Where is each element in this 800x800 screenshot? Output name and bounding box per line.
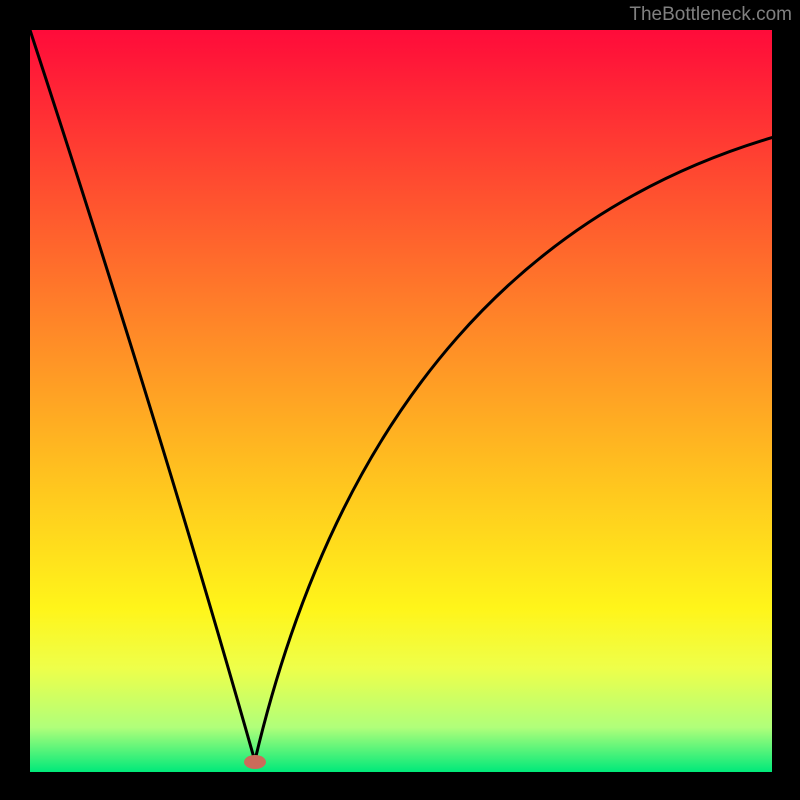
minimum-marker [244,755,266,769]
watermark: TheBottleneck.com [629,4,792,26]
plot-area [30,30,772,772]
